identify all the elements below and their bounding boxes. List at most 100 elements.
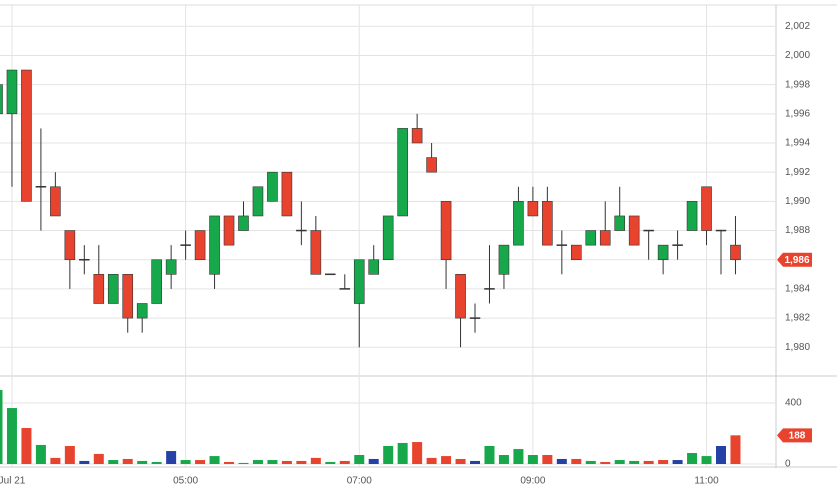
candle-body [672, 244, 683, 246]
volume-bar [79, 460, 90, 464]
candle [180, 230, 191, 260]
volume-bar [571, 458, 582, 464]
candle [107, 274, 119, 304]
candle [296, 201, 307, 246]
volume-bar [108, 460, 119, 464]
candle-body [397, 128, 408, 217]
candle-body [570, 244, 582, 261]
y-tick-label: 1,992 [785, 167, 810, 178]
y-tick-label: 1,988 [785, 225, 810, 236]
candle-body [107, 274, 119, 304]
y-tick-label: 1,982 [785, 313, 810, 324]
mark-layer [0, 69, 741, 464]
candle [209, 215, 220, 289]
candle-body [223, 215, 235, 246]
volume-bar [195, 460, 206, 464]
volume-bar [556, 458, 567, 464]
candle-body [252, 186, 264, 217]
candle [267, 171, 278, 202]
candle-body [238, 215, 249, 231]
candle [382, 215, 394, 261]
candle-body [426, 157, 437, 173]
y-tick-label: 1,984 [785, 284, 810, 295]
volume-bar [209, 456, 220, 464]
volume-bar [730, 435, 741, 464]
candle [0, 84, 3, 115]
volume-bar [484, 446, 495, 464]
candle [122, 274, 134, 333]
candle [238, 201, 249, 231]
volume-bar [412, 442, 423, 464]
candle-body [325, 273, 336, 276]
candle-body [209, 215, 220, 275]
volume-bar [441, 456, 452, 464]
candle [715, 229, 727, 275]
candle [498, 244, 510, 289]
candle [281, 171, 293, 217]
candle-body [35, 186, 47, 188]
candle [599, 201, 611, 246]
candle [657, 244, 669, 275]
volume-bar [701, 456, 712, 464]
candle-body [180, 244, 191, 246]
volume-bar [296, 460, 307, 464]
candle-body [527, 201, 539, 217]
last-value-marker: 188 [777, 428, 812, 443]
volume-bar [527, 455, 538, 464]
candle [513, 186, 524, 246]
volume-bar [354, 455, 365, 464]
candle-body [281, 171, 293, 217]
volume-bar [542, 455, 553, 464]
volume-bar [64, 446, 75, 464]
volume-bar [137, 460, 148, 464]
candle-body [455, 274, 466, 319]
candle [368, 245, 380, 275]
volume-bar [310, 457, 321, 464]
candle [411, 113, 423, 144]
volume-bar [180, 460, 191, 464]
candle-body [93, 274, 105, 304]
volume-bar [325, 462, 336, 464]
candle [397, 128, 408, 217]
last-value-box [777, 252, 812, 267]
volume-bar [498, 455, 509, 464]
candle [93, 245, 105, 304]
candle [64, 230, 76, 289]
volume-bar [35, 444, 46, 464]
candle [455, 274, 466, 348]
candle [469, 303, 481, 333]
volume-bar [470, 460, 481, 464]
candle-body [368, 259, 380, 275]
candle-body [296, 229, 307, 232]
candle-body [151, 259, 162, 304]
y-tick-label: 1,994 [785, 138, 810, 149]
candle-body [513, 201, 524, 246]
x-tick-label: 11:00 [694, 476, 719, 487]
candle-body [556, 244, 568, 246]
x-tick-label: Jul 21 [0, 476, 26, 487]
last-value-box [777, 428, 812, 443]
volume-bar [6, 408, 17, 464]
volume-bar [426, 457, 437, 464]
candle [570, 244, 582, 261]
candle [194, 230, 206, 261]
candle [614, 186, 626, 231]
candle-body [0, 84, 3, 115]
volume-bar [93, 453, 104, 464]
candle [6, 69, 18, 187]
volume-bar [687, 453, 698, 464]
y-tick-label: 2,002 [785, 21, 810, 32]
volume-bar [397, 442, 408, 464]
y-tick-label: 0 [785, 459, 791, 470]
candle-body [585, 230, 597, 246]
candle [672, 230, 683, 260]
volume-bar [238, 462, 249, 464]
candle-body [498, 244, 510, 275]
candle [50, 172, 61, 217]
volume-bar [585, 460, 596, 464]
candle-body [353, 259, 365, 304]
candle [643, 229, 654, 260]
candle [426, 142, 437, 173]
candle-body [194, 230, 206, 261]
volume-bar [252, 460, 263, 464]
